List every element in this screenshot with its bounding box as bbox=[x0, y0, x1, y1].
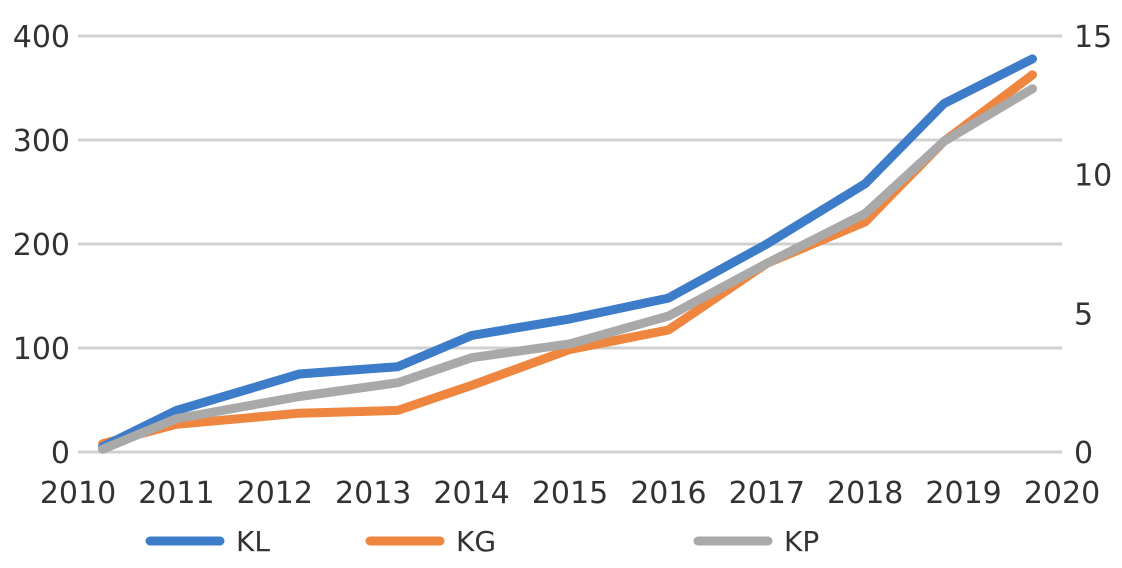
series-line-kp bbox=[98, 84, 1037, 454]
series-line-kl bbox=[98, 54, 1037, 452]
legend-label: KG bbox=[456, 525, 496, 558]
left-tick-label: 400 bbox=[13, 20, 70, 55]
right-tick-label: 5 bbox=[1074, 297, 1093, 332]
x-tick-label: 2018 bbox=[827, 476, 903, 511]
x-tick-label: 2017 bbox=[729, 476, 805, 511]
right-axis-ticks: 0 5 10 15 bbox=[1074, 20, 1112, 471]
left-tick-label: 300 bbox=[13, 124, 70, 159]
left-tick-label: 0 bbox=[51, 436, 70, 471]
x-tick-label: 2019 bbox=[925, 476, 1001, 511]
x-tick-label: 2010 bbox=[40, 476, 116, 511]
x-tick-label: 2014 bbox=[433, 476, 509, 511]
gridlines bbox=[78, 34, 1062, 454]
x-tick-label: 2011 bbox=[138, 476, 214, 511]
legend-item-kp: KP bbox=[693, 525, 819, 558]
series-lines bbox=[98, 54, 1037, 454]
left-tick-label: 200 bbox=[13, 228, 70, 263]
x-axis-ticks: 2010 2011 2012 2013 2014 2015 2016 2017 2018 2019… bbox=[40, 476, 1100, 511]
right-tick-label: 15 bbox=[1074, 20, 1112, 55]
x-tick-label: 2020 bbox=[1024, 476, 1100, 511]
right-tick-label: 10 bbox=[1074, 159, 1112, 194]
x-tick-label: 2016 bbox=[630, 476, 706, 511]
right-tick-label: 0 bbox=[1074, 436, 1093, 471]
legend-label: KP bbox=[784, 525, 819, 558]
legend: KL KG KP bbox=[145, 525, 819, 558]
legend-item-kg: KG bbox=[365, 525, 496, 558]
x-tick-label: 2013 bbox=[335, 476, 411, 511]
x-tick-label: 2015 bbox=[532, 476, 608, 511]
x-tick-label: 2012 bbox=[237, 476, 313, 511]
legend-item-kl: KL bbox=[145, 525, 270, 558]
legend-label: KL bbox=[236, 525, 270, 558]
left-tick-label: 100 bbox=[13, 332, 70, 367]
left-axis-ticks: 0 100 200 300 400 bbox=[13, 20, 70, 471]
